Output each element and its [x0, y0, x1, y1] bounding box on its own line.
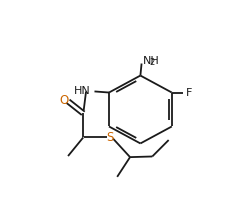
- Text: NH: NH: [143, 56, 160, 66]
- Text: S: S: [106, 131, 114, 144]
- Text: HN: HN: [74, 86, 91, 96]
- Text: 2: 2: [149, 58, 154, 67]
- Text: F: F: [186, 88, 192, 97]
- Text: O: O: [59, 94, 69, 107]
